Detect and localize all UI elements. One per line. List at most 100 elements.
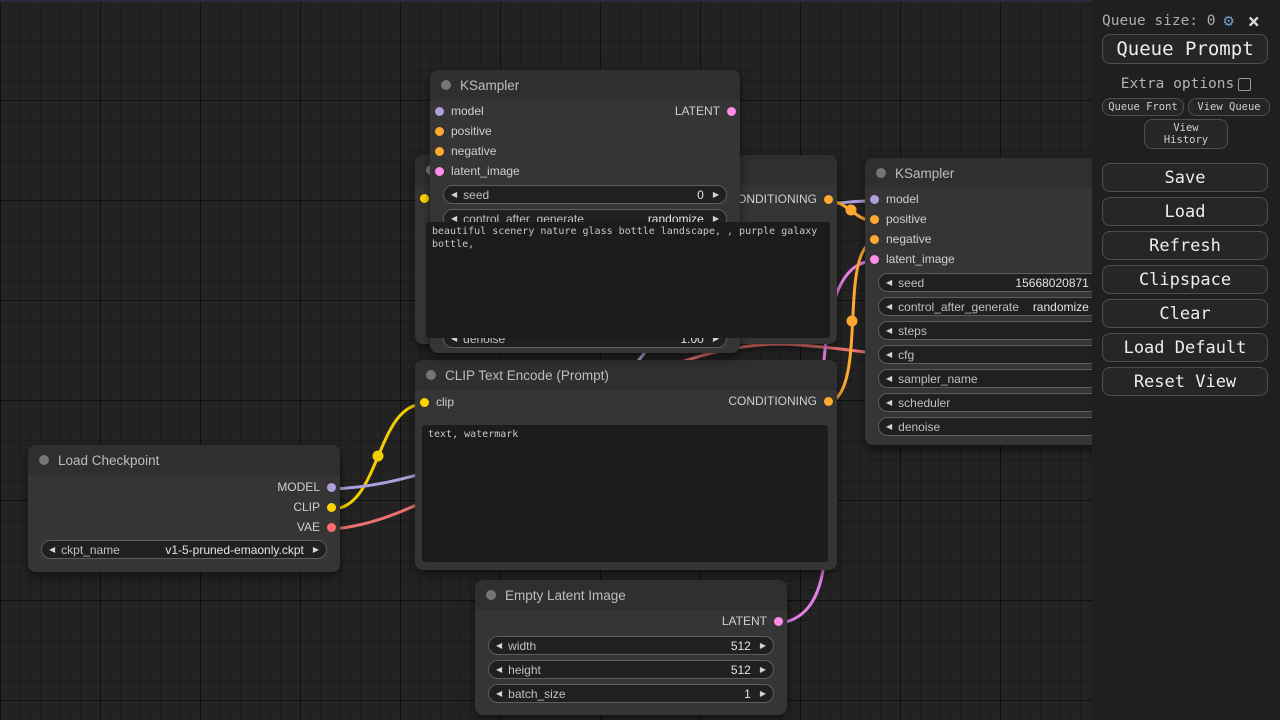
node-ksampler-right[interactable]: KSampler model positive negative latent_… [865,158,1125,445]
slot-label: latent_image [451,164,520,178]
settings-gear-icon[interactable]: ⚙ [1223,11,1234,31]
link-midpoint-dot[interactable] [845,204,857,216]
clip-input-dot[interactable] [420,397,429,407]
decrement-arrow[interactable]: ◀ [886,422,893,431]
vae-output-dot[interactable] [327,522,336,532]
widget-ckpt-name[interactable]: ◀ ckpt_name v1-5-pruned-emaonly.ckpt ▶ [41,540,327,559]
increment-arrow[interactable]: ▶ [759,641,766,650]
queue-prompt-button[interactable]: Queue Prompt [1102,34,1268,64]
increment-arrow[interactable]: ▶ [759,665,766,674]
widget-steps[interactable]: ◀ steps ▶ [878,321,1112,340]
node-title-bar[interactable]: KSampler [430,70,740,100]
queue-front-button[interactable]: Queue Front [1102,98,1184,116]
decrement-arrow[interactable]: ◀ [886,350,893,359]
output-slot-latent[interactable]: LATENT [722,614,783,628]
widget-scheduler[interactable]: ◀ scheduler ▶ [878,393,1112,412]
output-slot-vae[interactable]: VAE [297,520,336,534]
clip-output-dot[interactable] [327,502,336,512]
widget-height[interactable]: ◀ height 512 ▶ [488,660,774,679]
clear-button[interactable]: Clear [1102,299,1268,328]
output-slot-clip[interactable]: CLIP [293,500,336,514]
output-slot-conditioning[interactable]: CONDITIONING [728,192,833,206]
clip-input-dot[interactable] [420,193,429,203]
clipspace-button[interactable]: Clipspace [1102,265,1268,294]
latent-output-dot[interactable] [727,106,736,116]
widget-seed[interactable]: ◀ seed 0 ▶ [443,185,727,204]
latent-input-dot[interactable] [435,166,444,176]
widget-batch-size[interactable]: ◀ batch_size 1 ▶ [488,684,774,703]
decrement-arrow[interactable]: ◀ [496,665,503,674]
decrement-arrow[interactable]: ◀ [886,278,893,287]
conditioning-output-dot[interactable] [824,194,833,204]
model-output-dot[interactable] [327,482,336,492]
input-slot-positive[interactable]: positive [435,124,492,138]
widget-width[interactable]: ◀ width 512 ▶ [488,636,774,655]
load-button[interactable]: Load [1102,197,1268,226]
reset-view-button[interactable]: Reset View [1102,367,1268,396]
increment-arrow[interactable]: ▶ [712,214,719,223]
increment-arrow[interactable]: ▶ [712,334,719,343]
input-slot-positive[interactable]: positive [870,212,927,226]
input-slot-model[interactable]: model [870,192,919,206]
increment-arrow[interactable]: ▶ [712,190,719,199]
conditioning-output-dot[interactable] [824,396,833,406]
widget-sampler-name[interactable]: ◀ sampler_name ▶ [878,369,1112,388]
node-empty-latent-image[interactable]: Empty Latent Image LATENT ◀ width 512 ▶ … [475,580,787,715]
node-title-bar[interactable]: KSampler [865,158,1125,188]
widget-control-after-generate[interactable]: ◀ control_after_generate randomize ▶ [878,297,1112,316]
input-slot-negative[interactable]: negative [870,232,931,246]
widget-seed[interactable]: ◀ seed 15668020871 ▶ [878,273,1112,292]
collapse-dot[interactable] [876,168,886,178]
decrement-arrow[interactable]: ◀ [886,398,893,407]
output-slot-model[interactable]: MODEL [277,480,336,494]
node-load-checkpoint[interactable]: Load Checkpoint MODEL CLIP VAE ◀ ckpt_na… [28,445,340,572]
input-slot-latent-image[interactable]: latent_image [870,252,955,266]
link-midpoint-dot[interactable] [372,450,384,462]
input-slot-latent-image[interactable]: latent_image [435,164,520,178]
collapse-dot[interactable] [39,455,49,465]
collapse-dot[interactable] [426,370,436,380]
latent-input-dot[interactable] [870,254,879,264]
decrement-arrow[interactable]: ◀ [496,689,503,698]
save-button[interactable]: Save [1102,163,1268,192]
input-slot-model[interactable]: model [435,104,484,118]
decrement-arrow[interactable]: ◀ [451,334,458,343]
input-slot-clip[interactable]: clip [420,395,454,409]
load-default-button[interactable]: Load Default [1102,333,1268,362]
decrement-arrow[interactable]: ◀ [886,302,893,311]
model-input-dot[interactable] [870,194,879,204]
input-slot-negative[interactable]: negative [435,144,496,158]
node-title-bar[interactable]: CLIP Text Encode (Prompt) [415,360,837,390]
decrement-arrow[interactable]: ◀ [886,326,893,335]
negative-prompt-textarea[interactable]: text, watermark [422,425,828,562]
widget-denoise[interactable]: ◀ denoise ▶ [878,417,1112,436]
conditioning-input-dot[interactable] [870,234,879,244]
link-midpoint-dot[interactable] [846,315,858,327]
model-input-dot[interactable] [435,106,444,116]
decrement-arrow[interactable]: ◀ [886,374,893,383]
positive-prompt-textarea[interactable]: beautiful scenery nature glass bottle la… [426,222,830,338]
widget-cfg[interactable]: ◀ cfg ▶ [878,345,1112,364]
output-slot-latent[interactable]: LATENT [675,104,736,118]
previous-arrow[interactable]: ◀ [49,545,56,554]
latent-output-dot[interactable] [774,616,783,626]
node-title-bar[interactable]: Empty Latent Image [475,580,787,610]
conditioning-input-dot[interactable] [435,126,444,136]
collapse-dot[interactable] [486,590,496,600]
refresh-button[interactable]: Refresh [1102,231,1268,260]
extra-options-checkbox[interactable] [1238,77,1252,91]
decrement-arrow[interactable]: ◀ [451,214,458,223]
node-title-bar[interactable]: Load Checkpoint [28,445,340,475]
decrement-arrow[interactable]: ◀ [451,190,458,199]
view-queue-button[interactable]: View Queue [1188,98,1270,116]
decrement-arrow[interactable]: ◀ [496,641,503,650]
view-history-button[interactable]: View History [1144,119,1228,149]
conditioning-input-dot[interactable] [870,214,879,224]
output-slot-conditioning[interactable]: CONDITIONING [728,394,833,408]
collapse-dot[interactable] [441,80,451,90]
increment-arrow[interactable]: ▶ [759,689,766,698]
close-icon[interactable]: × [1247,9,1260,33]
conditioning-input-dot[interactable] [435,146,444,156]
next-arrow[interactable]: ▶ [312,545,319,554]
